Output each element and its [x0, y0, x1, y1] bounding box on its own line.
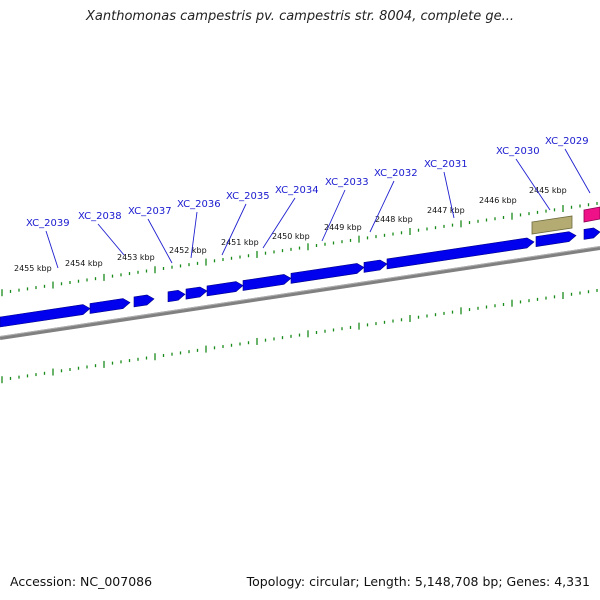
kbp-label: 2455 kbp — [14, 264, 52, 273]
gene-arrow[interactable] — [535, 231, 577, 247]
genome-backbone-highlight — [0, 246, 600, 337]
feature-pink[interactable] — [583, 206, 600, 223]
locus-leader-line — [262, 197, 296, 249]
gene-arrow[interactable] — [206, 281, 244, 297]
kbp-label: 2448 kbp — [375, 215, 413, 224]
gene-arrow[interactable] — [89, 298, 131, 314]
locus-label[interactable]: XC_2037 — [128, 206, 172, 217]
locus-label[interactable]: XC_2039 — [26, 218, 70, 229]
genome-stats: Topology: circular; Length: 5,148,708 bp… — [246, 574, 590, 589]
locus-label[interactable]: XC_2029 — [545, 136, 589, 147]
locus-label[interactable]: XC_2035 — [226, 191, 270, 202]
gene-arrow[interactable] — [386, 237, 535, 270]
kbp-label: 2451 kbp — [221, 238, 259, 247]
locus-leader-line — [190, 211, 198, 259]
locus-label[interactable]: XC_2033 — [325, 177, 369, 188]
locus-label[interactable]: XC_2030 — [496, 146, 540, 157]
locus-leader-line — [45, 230, 59, 269]
locus-label[interactable]: XC_2032 — [374, 168, 418, 179]
accession-label: Accession: NC_007086 — [10, 574, 153, 589]
gene-arrow[interactable] — [167, 289, 186, 303]
gene-arrow[interactable] — [185, 286, 208, 300]
gene-arrow[interactable] — [133, 294, 155, 308]
gene-arrow[interactable] — [583, 227, 600, 240]
kbp-label: 2449 kbp — [324, 223, 362, 232]
locus-leader-line — [147, 218, 173, 264]
locus-leader-line — [97, 223, 125, 256]
locus-leader-line — [369, 180, 395, 233]
locus-label[interactable]: XC_2031 — [424, 159, 468, 170]
locus-leader-line — [515, 158, 551, 211]
kbp-label: 2445 kbp — [529, 186, 567, 195]
locus-leader-line — [221, 203, 247, 256]
genome-backbone — [0, 246, 600, 340]
feature-olive[interactable] — [531, 215, 573, 235]
kbp-label: 2453 kbp — [117, 253, 155, 262]
gene-arrow[interactable] — [290, 263, 365, 284]
kbp-label: 2446 kbp — [479, 196, 517, 205]
locus-label[interactable]: XC_2038 — [78, 211, 122, 222]
gene-arrow[interactable] — [363, 259, 388, 273]
gene-track[interactable] — [0, 206, 600, 328]
locus-leader-line — [443, 171, 455, 219]
kbp-label: 2452 kbp — [169, 246, 207, 255]
kbp-label: 2454 kbp — [65, 259, 103, 268]
gene-arrow[interactable] — [0, 304, 91, 328]
inner-ruler — [1, 288, 598, 384]
locus-label[interactable]: XC_2034 — [275, 185, 319, 196]
locus-labels: XC_2039 XC_2038 XC_2037 XC_2036 XC_2035 XC_20… — [26, 136, 591, 269]
outer-ruler — [1, 201, 598, 297]
kbp-label: 2447 kbp — [427, 206, 465, 215]
locus-label[interactable]: XC_2036 — [177, 199, 221, 210]
locus-leader-line — [564, 148, 591, 194]
map-title: Xanthomonas campestris pv. campestris st… — [86, 9, 514, 24]
kbp-labels: 2455 kbp 2454 kbp 2453 kbp 2452 kbp 2451 kbp… — [14, 186, 567, 273]
locus-leader-line — [321, 189, 346, 242]
kbp-label: 2450 kbp — [272, 232, 310, 241]
gene-arrow[interactable] — [242, 274, 292, 291]
